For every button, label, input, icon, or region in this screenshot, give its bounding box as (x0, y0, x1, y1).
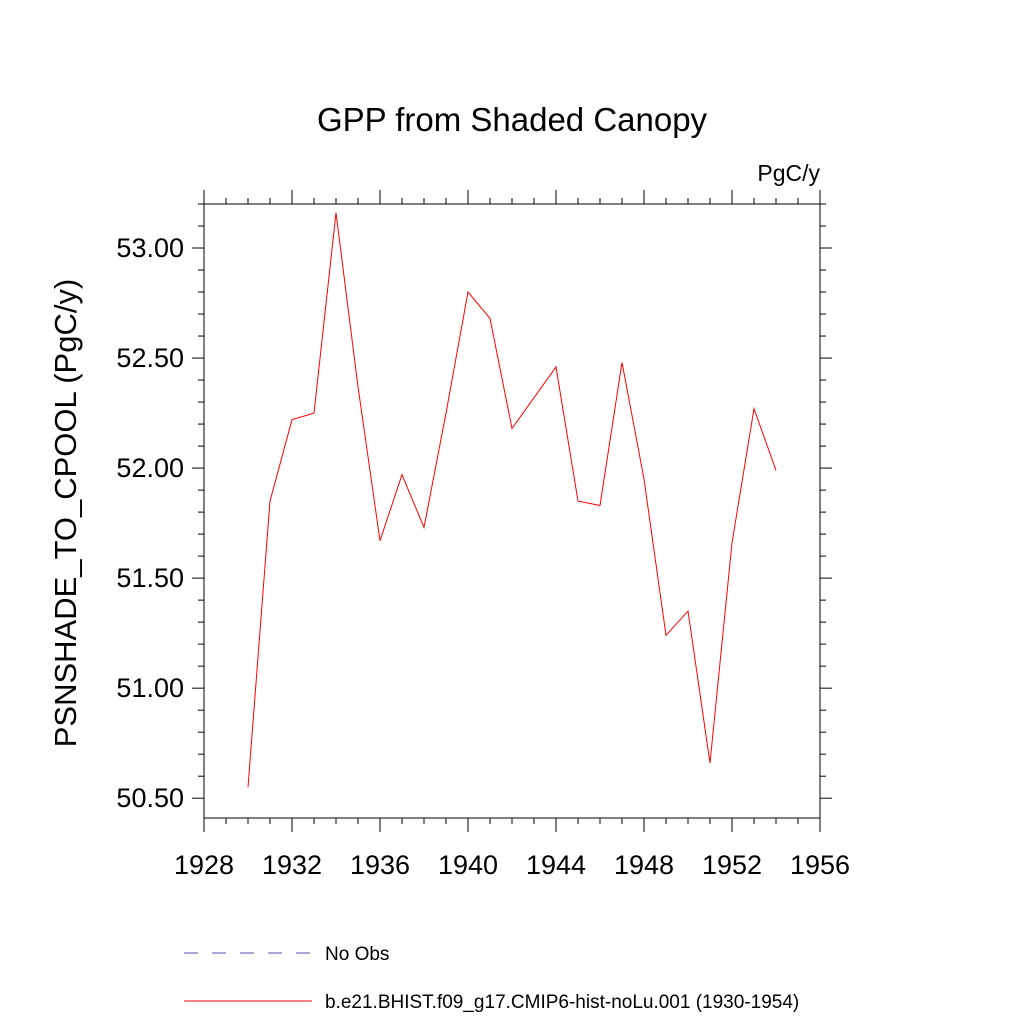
x-tick-label: 1956 (790, 850, 850, 880)
y-tick-label: 53.00 (116, 233, 184, 263)
legend: No Obs b.e21.BHIST.f09_g17.CMIP6-hist-noL… (184, 944, 799, 1013)
x-tick-label: 1940 (438, 850, 498, 880)
legend-label: b.e21.BHIST.f09_g17.CMIP6-hist-noLu.001 … (325, 992, 799, 1013)
x-tick-label: 1932 (262, 850, 322, 880)
y-tick-label: 51.00 (116, 673, 184, 703)
x-tick-label: 1928 (174, 850, 234, 880)
units-label: PgC/y (757, 160, 820, 186)
series-layer (247, 212, 777, 788)
series-line (247, 212, 777, 788)
chart-title: GPP from Shaded Canopy (317, 101, 708, 138)
y-tick-label: 51.50 (116, 563, 184, 593)
y-tick-label: 52.50 (116, 343, 184, 373)
y-axis-ticks: 50.50 51.00 51.50 52.00 52.50 53.00 (116, 203, 832, 813)
y-axis-label: PSNSHADE_TO_CPOOL (PgC/y) (48, 279, 83, 748)
y-tick-label: 52.00 (116, 453, 184, 483)
x-tick-label: 1944 (526, 850, 586, 880)
legend-label: No Obs (325, 944, 389, 965)
plot-frame (203, 203, 821, 819)
y-tick-label: 50.50 (116, 783, 184, 813)
x-tick-label: 1936 (350, 850, 410, 880)
x-tick-label: 1948 (614, 850, 674, 880)
x-tick-label: 1952 (702, 850, 762, 880)
x-axis-ticks: 1928 1932 1936 1940 1944 1948 1952 1956 (174, 190, 850, 880)
